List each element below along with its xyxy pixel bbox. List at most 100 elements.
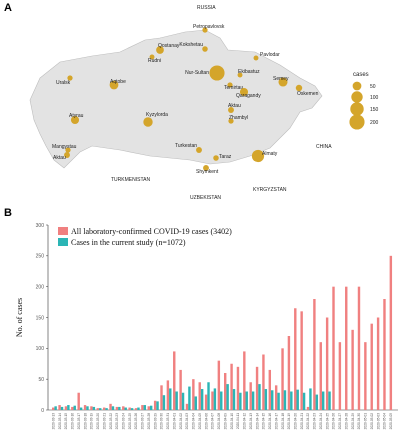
legend-swatch [58, 227, 68, 235]
bar-all-confirmed [306, 406, 310, 410]
bar-all-confirmed [198, 382, 201, 410]
bar-all-confirmed [58, 405, 61, 410]
bar-all-confirmed [77, 392, 80, 410]
bar-all-confirmed [319, 342, 322, 410]
x-tick-label: 2020-04-18 [281, 413, 285, 430]
city-marker [209, 65, 225, 81]
country-label: CHINA [316, 144, 332, 150]
cases-bar-chart: 0 50 100 150 200 250 300 No. of cases 2020-03-13… [15, 223, 398, 430]
city-marker [253, 55, 259, 61]
x-tick-label: 2020-04-16 [268, 413, 272, 430]
city-label: Taraz [219, 154, 232, 160]
legend-size-label: 50 [370, 84, 376, 90]
bar-all-confirmed [300, 311, 303, 410]
x-tick-label: 2020-04-05 [198, 413, 202, 430]
x-tick-label: 2020-04-17 [274, 413, 278, 430]
bar-current-study [130, 408, 134, 410]
x-tick-label: 2020-04-25 [325, 413, 329, 430]
x-tick-label: 2020-04-29 [351, 413, 355, 430]
x-tick-label: 2020-04-23 [313, 413, 317, 430]
bar-current-study [232, 389, 236, 410]
x-tick-label: 2020-04-27 [338, 413, 342, 430]
bar-current-study [86, 406, 89, 410]
city-label: Turkestan [175, 143, 197, 149]
bar-all-confirmed [90, 406, 93, 410]
legend-size-marker [349, 114, 365, 130]
bar-all-confirmed [383, 299, 386, 410]
x-tick-label: 2020-04-09 [223, 413, 227, 430]
bar-all-confirmed [249, 382, 252, 410]
x-tick-label: 2020-04-14 [255, 413, 259, 430]
bar-current-study [188, 386, 191, 410]
city-marker [67, 75, 73, 81]
bar-all-confirmed [185, 403, 189, 410]
x-tick-label: 2020-03-23 [115, 413, 119, 430]
legend-label: Cases in the current study (n=1072) [71, 238, 186, 247]
x-tick-label: 2020-04-06 [204, 413, 208, 430]
bar-all-confirmed [160, 385, 163, 410]
bar-all-confirmed [71, 406, 74, 410]
x-tick-label: 2020-03-24 [121, 413, 125, 430]
bar-all-confirmed [141, 405, 144, 410]
bar-current-study [251, 391, 255, 410]
bar-current-study [271, 390, 274, 410]
bar-current-study [73, 405, 76, 410]
bar-all-confirmed [147, 406, 150, 410]
x-tick-label: 2020-03-31 [166, 413, 170, 430]
city-label: Nur-Sultan [185, 70, 209, 76]
x-tick-label: 2020-04-02 [179, 413, 183, 430]
legend-size-label: 200 [370, 120, 379, 126]
bar-all-confirmed [192, 379, 195, 410]
bar-all-confirmed [255, 366, 259, 410]
y-axis-title: No. of cases [15, 298, 24, 337]
city-marker [156, 46, 164, 54]
bar-current-study [194, 396, 197, 410]
x-tick-label: 2020-03-29 [153, 413, 157, 430]
bar-current-study [143, 405, 147, 410]
bar-all-confirmed [287, 336, 291, 410]
city-marker [202, 27, 208, 33]
panel-a-label: A [4, 2, 12, 14]
bar-current-study [213, 388, 217, 410]
bar-current-study [156, 401, 159, 410]
y-tick-label: 50 [38, 377, 44, 383]
x-tick-label: 2020-03-25 [128, 413, 132, 430]
bar-current-study [67, 405, 70, 410]
x-tick-label: 2020-03-26 [134, 413, 138, 430]
bar-current-study [309, 388, 312, 410]
bar-current-study [245, 391, 248, 410]
bar-current-study [137, 407, 140, 410]
city-label: Pavlodar [260, 52, 280, 58]
kazakhstan-map: Petropavlovsk Qostanay Rudni Kokshetau Pavlo… [29, 5, 379, 201]
bar-all-confirmed [357, 286, 361, 410]
x-tick-label: 2020-03-15 [64, 413, 68, 430]
bar-current-study [277, 392, 280, 410]
bar-all-confirmed [351, 329, 354, 410]
bar-all-confirmed [268, 369, 272, 410]
x-tick-label: 2020-04-01 [172, 413, 176, 430]
bar-current-study [264, 389, 268, 410]
x-tick-label: 2020-03-27 [141, 413, 145, 430]
bar-all-confirmed [376, 317, 380, 410]
city-marker [295, 84, 303, 92]
bar-all-confirmed [173, 351, 176, 410]
bar-all-confirmed [109, 403, 112, 410]
city-marker [149, 54, 155, 60]
city-marker [203, 165, 209, 171]
bar-all-confirmed [332, 286, 335, 410]
bar-all-confirmed [134, 408, 138, 410]
city-marker [239, 87, 249, 97]
bar-current-study [328, 391, 331, 410]
bar-all-confirmed [262, 354, 265, 410]
bar-current-study [149, 405, 153, 410]
x-tick-label: 2020-04-12 [243, 413, 247, 430]
y-tick-label: 150 [36, 315, 45, 321]
bar-current-study [207, 382, 210, 410]
bar-current-study [124, 407, 127, 410]
bar-all-confirmed [230, 363, 233, 410]
bar-all-confirmed [211, 391, 214, 410]
bar-all-confirmed [83, 405, 87, 410]
legend-title: cases [353, 72, 369, 78]
x-tick-label: 2020-04-11 [236, 413, 240, 429]
bar-current-study [258, 384, 261, 410]
